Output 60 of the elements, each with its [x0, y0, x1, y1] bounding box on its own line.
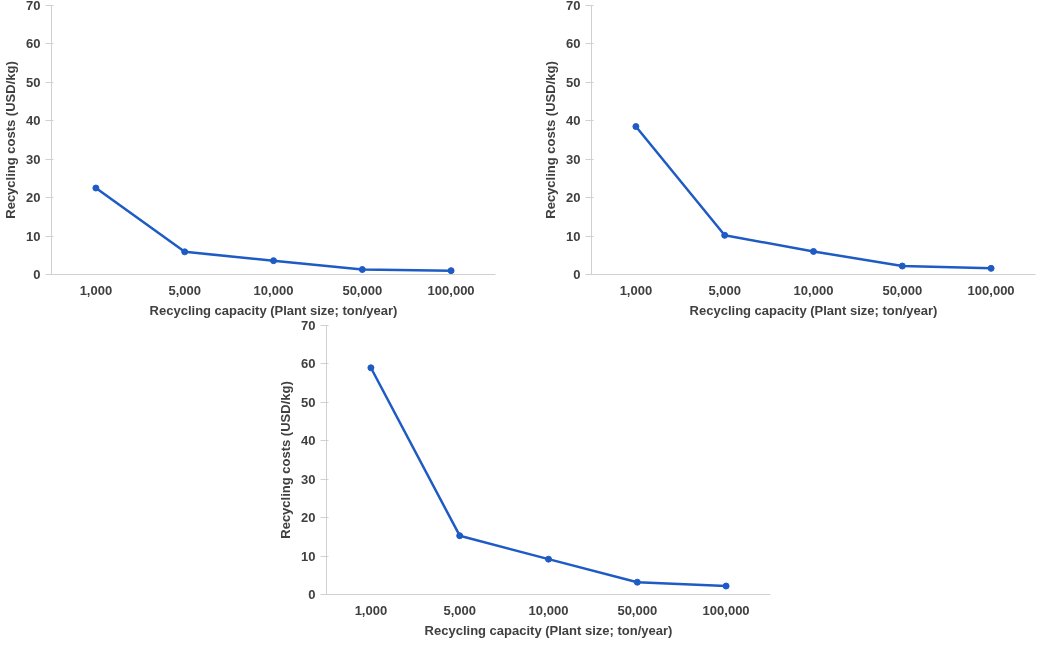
point [447, 267, 455, 275]
y-tick-label: 30 [301, 471, 316, 487]
point [270, 257, 277, 265]
y-tick-label: 50 [26, 74, 41, 90]
y-tick-label: 70 [26, 0, 41, 13]
point [456, 532, 464, 540]
y-tick-label: 70 [566, 0, 581, 13]
y-tick-label: 20 [26, 190, 41, 206]
x-tick-label: 10,000 [528, 602, 569, 618]
x-axis-title: Recycling capacity (Plant size; ton/year) [689, 302, 938, 318]
y-tick-label: 50 [566, 74, 581, 90]
x-tick-label: 100,000 [702, 602, 750, 618]
point [987, 264, 995, 272]
point [721, 231, 729, 239]
y-tick-label: 50 [301, 394, 316, 410]
x-tick-label: 5,000 [443, 602, 476, 618]
y-tick-label: 20 [301, 510, 316, 526]
y-axis-title: Recycling costs (USD/kg) [543, 61, 559, 219]
y-tick-label: 0 [308, 587, 316, 602]
y-tick-label: 70 [301, 318, 316, 333]
point [898, 262, 906, 270]
y-tick-label: 30 [26, 151, 41, 167]
point [545, 555, 552, 563]
x-tick-label: 50,000 [342, 282, 383, 298]
point [92, 184, 100, 192]
x-axis-title: Recycling capacity (Plant size; ton/year) [149, 302, 398, 318]
x-axis-title: Recycling capacity (Plant size; ton/year) [424, 622, 673, 638]
y-tick-label: 30 [566, 151, 581, 167]
y-axis-title: Recycling costs (USD/kg) [3, 61, 19, 219]
y-tick-label: 40 [566, 113, 581, 129]
point [181, 248, 189, 256]
point [632, 123, 640, 131]
x-tick-label: 1,000 [354, 602, 388, 618]
x-tick-label: 100,000 [967, 282, 1015, 298]
y-tick-label: 0 [573, 267, 581, 282]
x-tick-label: 50,000 [617, 602, 658, 618]
y-tick-label: 60 [566, 36, 581, 52]
y-tick-label: 60 [301, 356, 316, 372]
point [633, 578, 641, 586]
point [810, 247, 817, 255]
x-tick-label: 5,000 [168, 282, 201, 298]
y-axis-title: Recycling costs (USD/kg) [278, 381, 294, 539]
x-tick-label: 1,000 [619, 282, 653, 298]
y-tick-label: 0 [33, 267, 41, 282]
x-tick-label: 50,000 [882, 282, 923, 298]
x-tick-label: 10,000 [253, 282, 294, 298]
point [722, 582, 730, 590]
y-tick-label: 20 [566, 190, 581, 206]
y-tick-label: 10 [26, 228, 41, 244]
y-tick-label: 10 [301, 548, 316, 564]
y-tick-label: 10 [566, 228, 581, 244]
x-tick-label: 100,000 [427, 282, 475, 298]
point [367, 364, 375, 372]
x-tick-label: 5,000 [708, 282, 741, 298]
y-tick-label: 40 [26, 113, 41, 129]
y-tick-label: 60 [26, 36, 41, 52]
x-tick-label: 1,000 [79, 282, 113, 298]
point [358, 266, 366, 273]
y-tick-label: 40 [301, 433, 316, 449]
x-tick-label: 10,000 [793, 282, 834, 298]
